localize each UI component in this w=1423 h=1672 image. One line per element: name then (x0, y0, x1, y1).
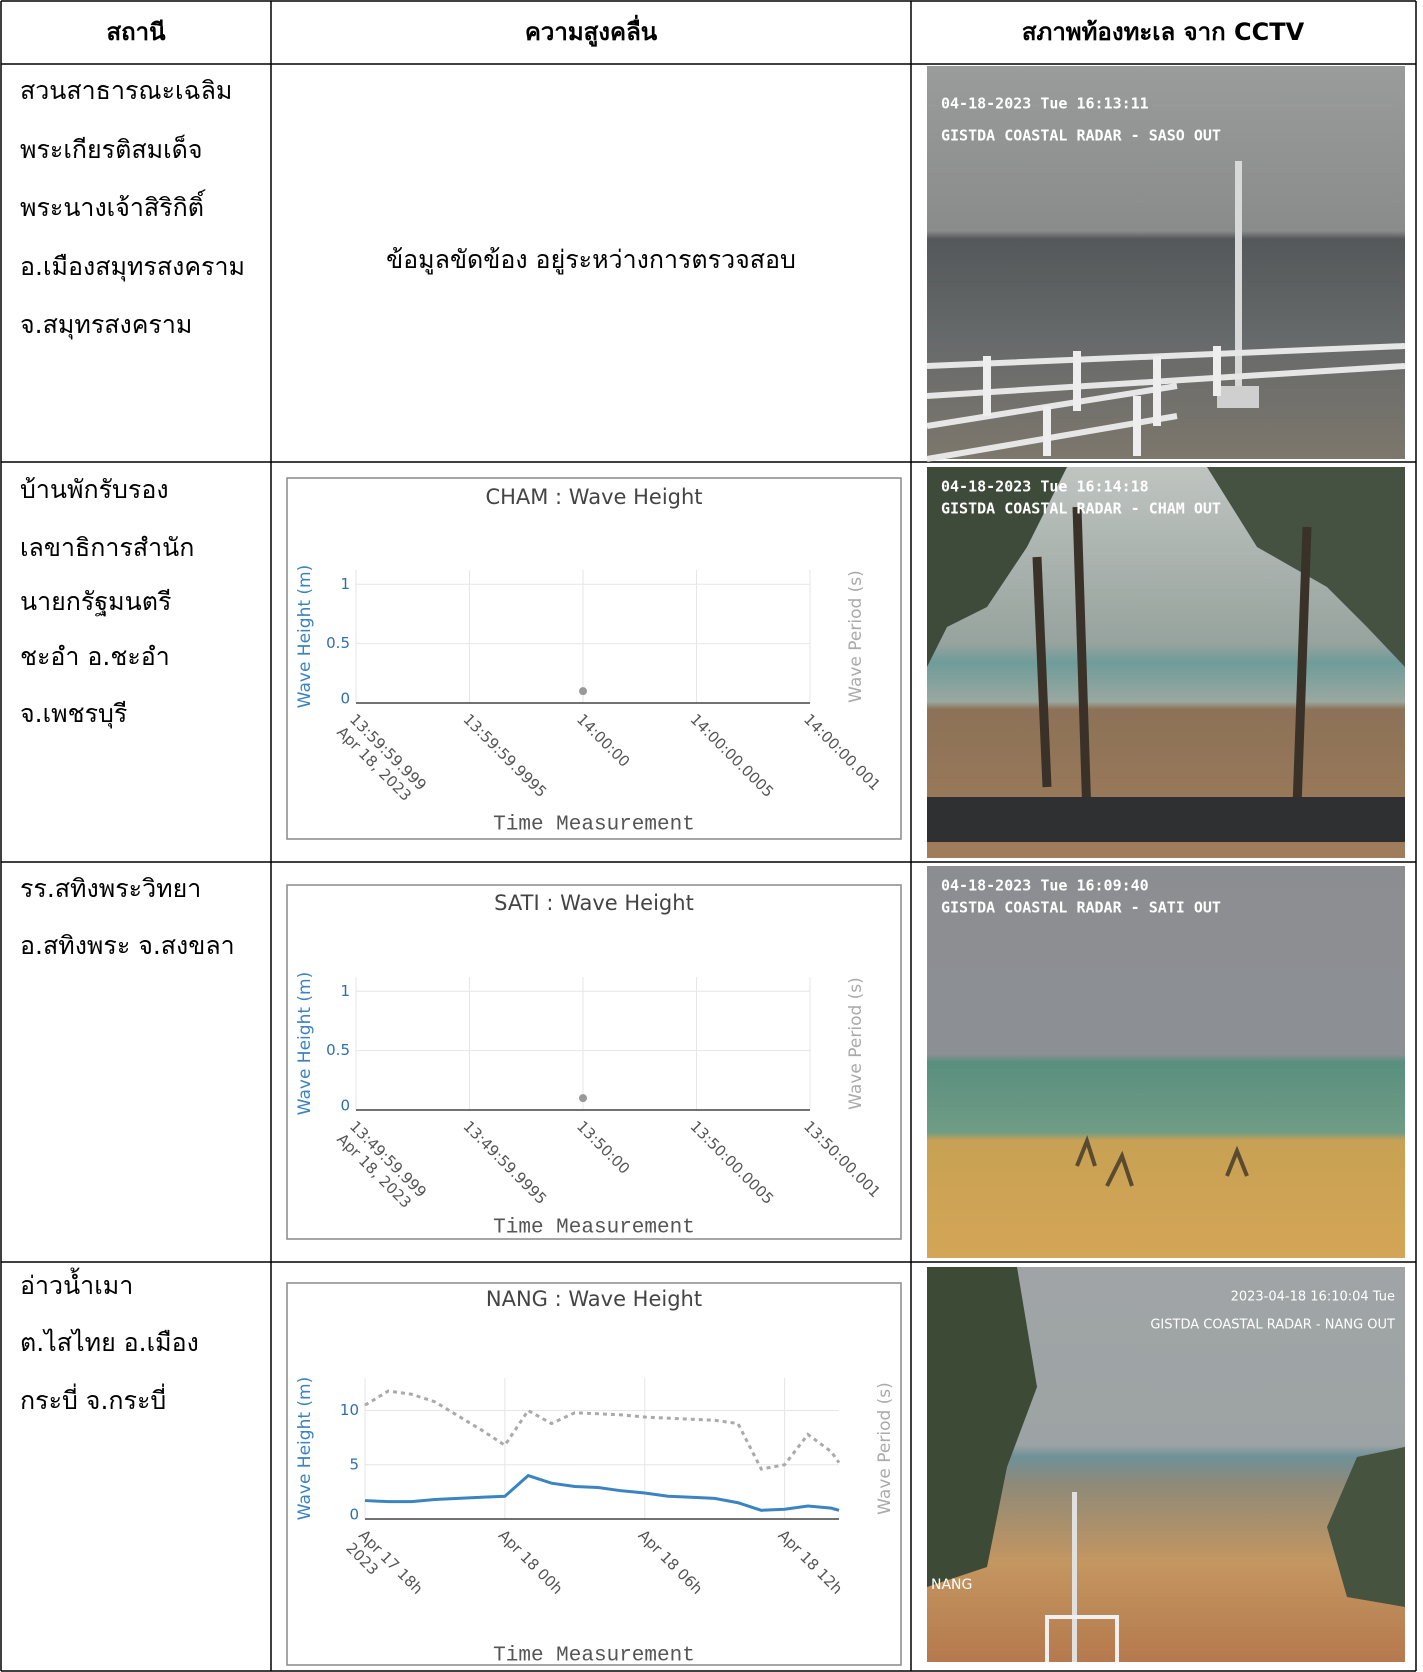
series-line (364, 1389, 841, 1471)
pole (1072, 1492, 1077, 1662)
y2-axis-label: Wave Period (s) (846, 570, 866, 703)
chart-frame (286, 1282, 902, 1666)
data-point (579, 1094, 587, 1103)
scene (927, 866, 1405, 1258)
y-tick-label: 1 (340, 982, 350, 1000)
cctv-timestamp: 04-18-2023 Tue 16:14:18 (941, 478, 1149, 496)
station-line: นายกรัฐมนตรี (20, 587, 171, 616)
station-line: ชะอำ อ.ชะอำ (20, 642, 170, 671)
y-tick-label: 0 (340, 690, 350, 708)
y-axis-label: Wave Height (m) (295, 972, 315, 1116)
cctv-image: 2023-04-18 16:10:04 Tue GISTDA COASTAL R… (927, 1267, 1405, 1662)
series-line (364, 1473, 840, 1512)
scene (927, 66, 1405, 459)
railing-posts (983, 346, 1221, 456)
y-axis-label: Wave Height (m) (295, 565, 315, 709)
cctv-timestamp: 04-18-2023 Tue 16:09:40 (941, 877, 1149, 895)
figures (1075, 1135, 1249, 1187)
station-line: เลขาธิการสำนัก (20, 533, 194, 562)
station-line: จ.เพชรบุรี (20, 699, 127, 729)
y-tick-label: 0 (340, 1097, 350, 1115)
station-line: รร.สทิงพระวิทยา (20, 874, 201, 903)
trunk (1032, 506, 1312, 818)
y2-axis-label: Wave Period (s) (846, 977, 866, 1110)
data-point (579, 687, 587, 696)
station-line: บ้านพักรับรอง (20, 475, 169, 504)
cctv-image: 04-18-2023 Tue 16:09:40 GISTDA COASTAL R… (927, 866, 1405, 1258)
station-line: กระบี่ จ.กระบี่ (20, 1383, 166, 1415)
station-line: อ.เมืองสมุทรสงคราม (20, 252, 245, 282)
fence (1045, 1615, 1119, 1662)
y-tick-label: 10 (340, 1401, 359, 1419)
tree (1327, 1447, 1405, 1607)
y-tick-label: 0.5 (326, 634, 350, 652)
cctv-image: 04-18-2023 Tue 16:14:18 GISTDA COASTAL R… (927, 467, 1405, 858)
cctv-label: NANG (931, 1577, 972, 1593)
y-tick-label: 5 (349, 1455, 359, 1473)
x-axis-label: Time Measurement (493, 814, 695, 837)
cctv-caption: GISTDA COASTAL RADAR - NANG OUT (1150, 1318, 1395, 1333)
cctv-timestamp: 04-18-2023 Tue 16:13:11 (941, 95, 1149, 113)
y2-axis-label: Wave Period (s) (875, 1382, 895, 1515)
chart-frame (286, 477, 902, 840)
cctv-timestamp: 2023-04-18 16:10:04 Tue (1231, 1290, 1395, 1305)
y-tick-label: 1 (340, 575, 350, 593)
header-cell: ความสูงคลื่น (525, 14, 658, 47)
chart-frame (286, 884, 902, 1240)
station-line: พระเกียรติสมเด็จ (20, 134, 203, 164)
base (1217, 386, 1259, 408)
x-axis-label: Time Measurement (493, 1217, 695, 1240)
road (927, 797, 1405, 842)
header-cell: สภาพท้องทะเล จาก CCTV (1022, 18, 1305, 46)
pole (1235, 161, 1242, 391)
station-line: อ่าวน้ำเมา (20, 1267, 133, 1300)
x-axis-label: Time Measurement (493, 1645, 695, 1668)
station-line: ต.ไสไทย อ.เมือง (20, 1328, 199, 1357)
tree (927, 467, 1067, 667)
chart-title: CHAM : Wave Height (485, 485, 702, 509)
station-line: สวนสาธารณะเฉลิม (20, 76, 232, 105)
cctv-image: 04-18-2023 Tue 16:13:11 GISTDA COASTAL R… (926, 66, 1406, 462)
chart-title: SATI : Wave Height (494, 891, 694, 915)
status-text: ข้อมูลขัดข้อง อยู่ระหว่างการตรวจสอบ (386, 245, 796, 275)
cctv-caption: GISTDA COASTAL RADAR - SASO OUT (941, 127, 1221, 145)
y-axis-label: Wave Height (m) (295, 1377, 315, 1521)
station-line: อ.สทิงพระ จ.สงขลา (20, 931, 235, 960)
header-cell: สถานี (106, 18, 166, 46)
y-tick-label: 0.5 (326, 1041, 350, 1059)
station-line: จ.สมุทรสงคราม (20, 310, 192, 340)
y-tick-label: 0 (349, 1506, 359, 1524)
cctv-caption: GISTDA COASTAL RADAR - SATI OUT (941, 899, 1221, 917)
railing (926, 343, 1406, 462)
station-line: พระนางเจ้าสิริกิติ์ (20, 189, 206, 222)
tree (927, 1267, 1037, 1587)
chart-title: NANG : Wave Height (486, 1287, 702, 1311)
cctv-caption: GISTDA COASTAL RADAR - CHAM OUT (941, 500, 1221, 518)
